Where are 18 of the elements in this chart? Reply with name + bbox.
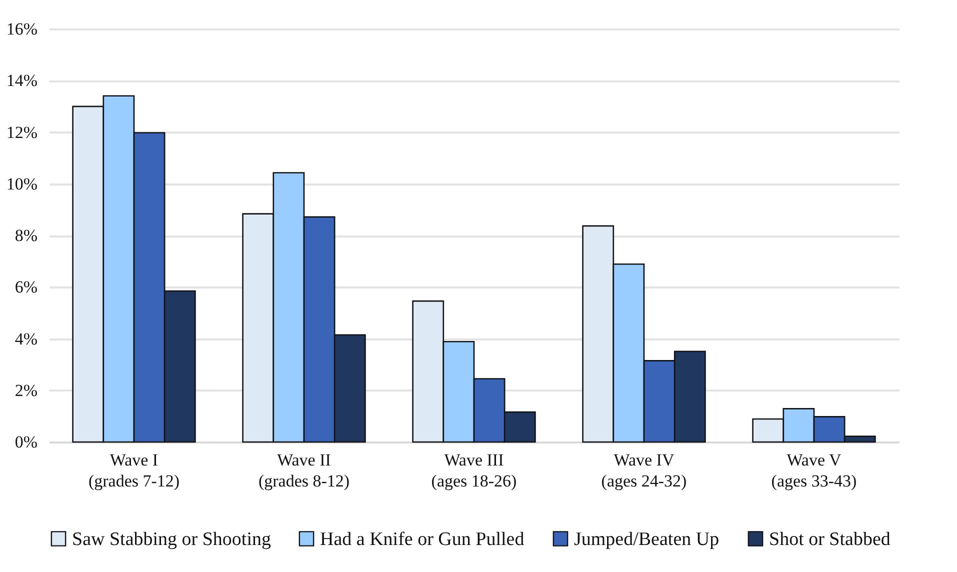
x-tick-label: Wave V (ages 33-43) — [771, 450, 857, 490]
y-tick-label: 16% — [6, 20, 38, 38]
legend-label: Saw Stabbing or Shooting — [72, 528, 272, 550]
legend-label: Shot or Stabbed — [769, 528, 891, 550]
y-tick-label: 2% — [14, 380, 38, 400]
y-tick-label: 0% — [14, 432, 38, 452]
legend-label: Had a Knife or Gun Pulled — [320, 528, 525, 550]
y-tick-label: 12% — [6, 122, 38, 142]
x-tick-label: Wave II (grades 8-12) — [258, 450, 350, 490]
x-tick-label: Wave IV (ages 24-32) — [601, 450, 687, 490]
y-tick-label: 14% — [6, 71, 38, 90]
x-tick-label: Wave I (grades 7-12) — [88, 450, 180, 490]
y-tick-label: 6% — [14, 278, 38, 297]
y-tick-label: 10% — [6, 174, 38, 194]
y-tick-label: 4% — [14, 329, 38, 348]
x-tick-label: Wave III (ages 18-26) — [431, 450, 517, 490]
legend-label: Jumped/Beaten Up — [574, 528, 720, 550]
y-tick-label: 8% — [14, 226, 38, 245]
